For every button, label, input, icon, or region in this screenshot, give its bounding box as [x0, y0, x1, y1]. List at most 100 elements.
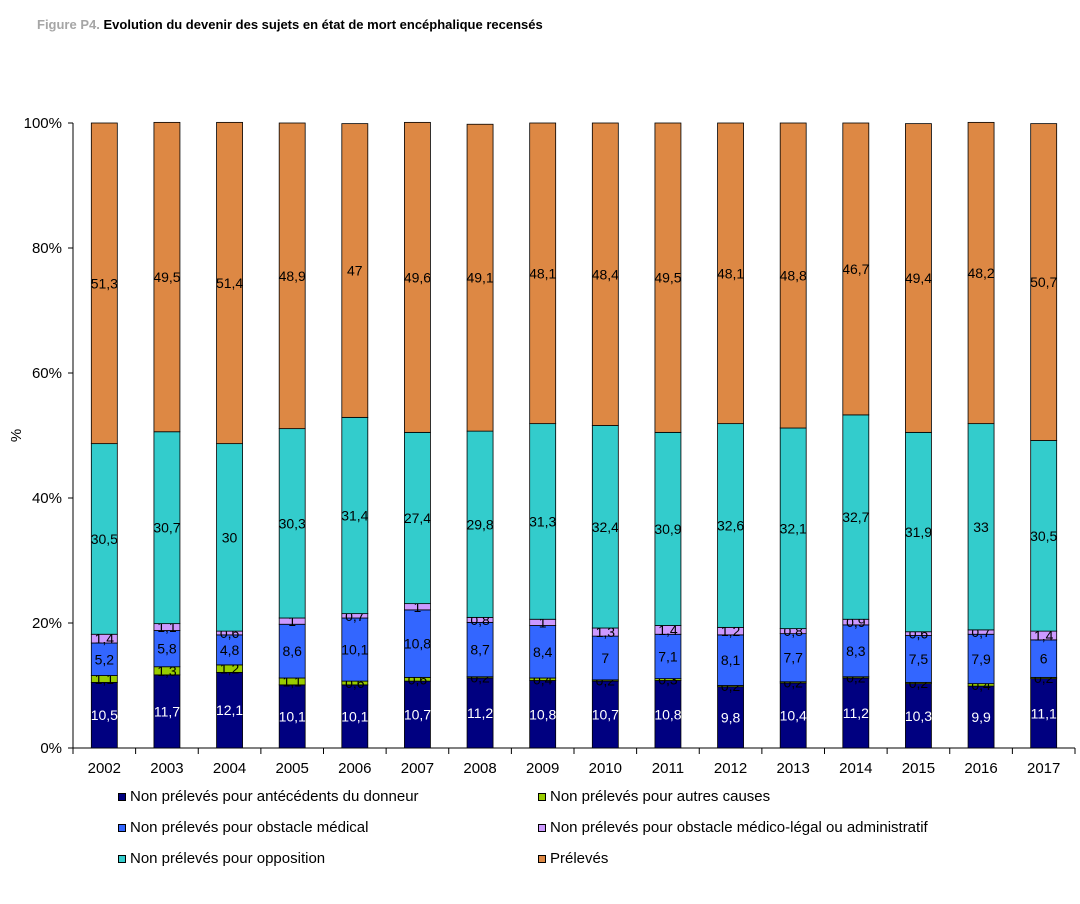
data-label: 30,5 — [1030, 528, 1057, 544]
bar-segment — [466, 677, 494, 749]
data-label: 5,2 — [95, 651, 115, 667]
data-label: 10,7 — [592, 707, 619, 723]
data-label: 10,5 — [91, 707, 118, 723]
bar-segment — [529, 423, 557, 620]
data-label: 31,9 — [905, 524, 932, 540]
data-label: 31,4 — [341, 508, 368, 524]
data-label: 48,2 — [967, 265, 994, 281]
bar-segment — [1030, 678, 1058, 749]
bar-segment — [466, 430, 494, 618]
bar-segment — [404, 121, 431, 433]
bar-segment — [779, 682, 807, 749]
bar-segment — [153, 630, 181, 668]
data-label: 32,7 — [842, 509, 869, 525]
bar-segment — [654, 122, 682, 433]
data-label: 29,8 — [466, 516, 493, 532]
data-label: 10,3 — [905, 708, 932, 724]
data-label: 51,4 — [216, 275, 243, 291]
bar-segment — [216, 443, 243, 632]
data-label: 10,1 — [341, 642, 368, 658]
legend-swatch — [538, 854, 546, 863]
data-label: 49,5 — [654, 270, 681, 286]
bar-segment — [967, 121, 995, 425]
legend-item: Non prélevés pour antécédents du donneur — [118, 788, 419, 805]
legend-label: Non prélevés pour obstacle médical — [130, 819, 369, 836]
y-tick-label: 80% — [32, 240, 62, 257]
bar-segment — [216, 671, 243, 749]
x-tick-label: 2010 — [589, 760, 622, 777]
bar-segment — [842, 624, 870, 678]
bar-segment — [90, 443, 118, 635]
figure-number: Figure P4. — [37, 17, 100, 32]
data-label: 46,7 — [842, 261, 869, 277]
x-tick-label: 2011 — [652, 760, 684, 777]
data-label: 7,9 — [971, 651, 991, 667]
bar-segment — [90, 681, 118, 749]
data-label: 5,8 — [157, 641, 177, 657]
legend-swatch — [118, 792, 126, 801]
legend-label: Non prélevés pour opposition — [130, 850, 326, 867]
bar-segment — [1030, 639, 1058, 678]
data-label: 4,8 — [220, 642, 240, 658]
bar-segment — [591, 680, 619, 749]
bar-segment — [341, 123, 369, 418]
data-label: 11,2 — [467, 705, 493, 721]
bar-segment — [278, 428, 306, 619]
data-label: 48,9 — [279, 268, 306, 284]
bar-segment — [905, 431, 932, 633]
bar-segment — [153, 121, 181, 433]
data-label: 31,3 — [529, 513, 556, 529]
data-label: 32,4 — [592, 519, 619, 535]
data-label: 11,7 — [154, 703, 180, 719]
legend-swatch — [118, 823, 126, 832]
x-tick-label: 2013 — [777, 760, 810, 777]
bar-segment — [779, 633, 807, 683]
legend-item: Prélevés — [538, 850, 608, 867]
data-label: 30 — [222, 529, 238, 545]
data-label: 8,6 — [282, 643, 302, 659]
legend-item: Non prélevés pour obstacle médico-légal … — [538, 819, 928, 836]
data-label: 48,8 — [780, 268, 807, 284]
x-tick-label: 2006 — [338, 760, 371, 777]
bar-segment — [717, 423, 744, 628]
data-label: 30,9 — [654, 521, 681, 537]
data-label: 9,9 — [971, 709, 991, 725]
x-tick-label: 2005 — [276, 760, 309, 777]
bar-segment — [905, 635, 932, 683]
bar-segment — [278, 684, 306, 749]
data-label: 47 — [347, 263, 363, 279]
bar-segment — [153, 431, 181, 625]
bar-segment — [717, 634, 744, 686]
bar-segment — [466, 123, 494, 432]
x-tick-label: 2004 — [213, 760, 246, 777]
legend-swatch — [118, 854, 126, 863]
y-tick-label: 20% — [32, 615, 62, 632]
bar-segment — [341, 617, 369, 682]
bar-segment — [842, 414, 870, 620]
data-label: 10,8 — [529, 706, 556, 722]
data-label: 10,8 — [404, 636, 431, 652]
data-label: 7 — [601, 650, 609, 666]
bar-segment — [529, 122, 557, 425]
bar-segment — [341, 684, 369, 749]
legend-label: Non prélevés pour autres causes — [550, 788, 771, 805]
data-label: 10,4 — [780, 708, 807, 724]
x-tick-label: 2014 — [839, 760, 872, 777]
data-label: 49,4 — [905, 270, 932, 286]
data-label: 49,1 — [466, 270, 493, 286]
bar-segment — [1030, 123, 1058, 441]
stacked-bar-chart: 0%20%40%60%80%100%%10,51,15,21,430,551,3… — [8, 115, 1076, 777]
data-label: 1 — [288, 613, 296, 629]
bar-segment — [654, 633, 682, 680]
data-label: 51,3 — [91, 275, 118, 291]
data-label: 48,1 — [529, 265, 556, 281]
data-label: 49,5 — [153, 269, 180, 285]
x-tick-label: 2002 — [88, 760, 121, 777]
bar-segment — [591, 122, 619, 426]
data-label: 10,1 — [341, 708, 368, 724]
x-tick-label: 2007 — [401, 760, 434, 777]
legend-swatch — [538, 823, 546, 832]
data-label: 30,5 — [91, 531, 118, 547]
legend-item: Non prélevés pour opposition — [118, 850, 325, 867]
